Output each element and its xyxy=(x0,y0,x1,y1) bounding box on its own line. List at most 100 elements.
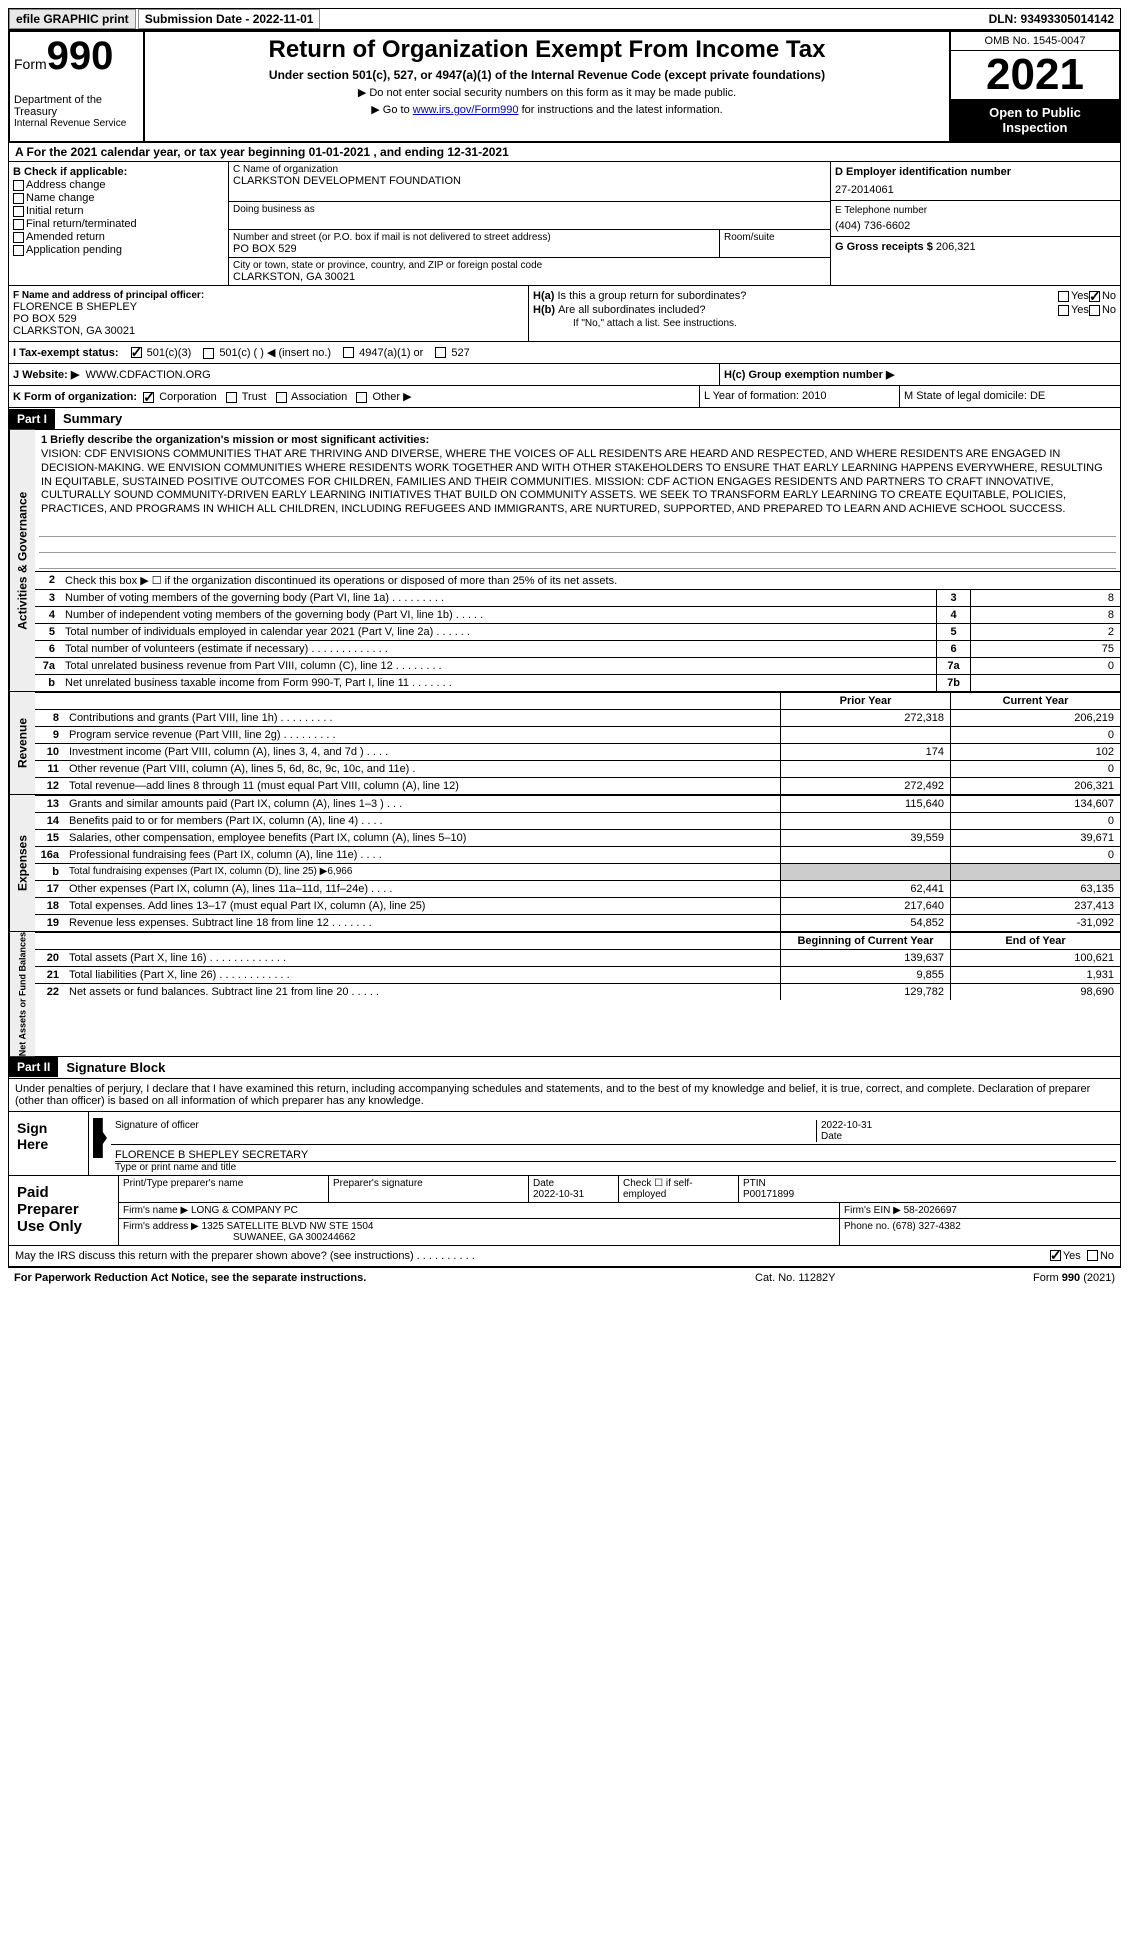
revenue-tab: Revenue xyxy=(9,692,35,794)
firm-addr2: SUWANEE, GA 300244662 xyxy=(233,1232,355,1243)
trust-label: Trust xyxy=(242,391,267,403)
501c-label: 501(c) ( ) ◀ (insert no.) xyxy=(219,347,331,359)
hc-label: H(c) Group exemption number ▶ xyxy=(724,369,894,381)
address-change-checkbox[interactable] xyxy=(13,180,24,191)
prep-date-value: 2022-10-31 xyxy=(533,1189,584,1200)
line15-desc: Salaries, other compensation, employee b… xyxy=(65,830,780,846)
ssn-note: ▶ Do not enter social security numbers o… xyxy=(153,86,941,99)
discuss-yes-checkbox[interactable] xyxy=(1050,1250,1061,1261)
paid-preparer-section: Paid Preparer Use Only Print/Type prepar… xyxy=(8,1176,1121,1246)
hb-yes-checkbox[interactable] xyxy=(1058,305,1069,316)
line3-desc: Number of voting members of the governin… xyxy=(61,590,936,606)
line8-py: 272,318 xyxy=(780,710,950,726)
line12-desc: Total revenue—add lines 8 through 11 (mu… xyxy=(65,778,780,794)
city-state-zip: CLARKSTON, GA 30021 xyxy=(233,271,826,283)
line14-cy: 0 xyxy=(950,813,1120,829)
tax-exempt-row: I Tax-exempt status: 501(c)(3) 501(c) ( … xyxy=(8,342,1121,364)
line21-py: 9,855 xyxy=(780,967,950,983)
4947-checkbox[interactable] xyxy=(343,347,354,358)
blank-line xyxy=(39,523,1116,537)
ha-label: H(a) xyxy=(533,290,554,302)
name-change-checkbox[interactable] xyxy=(13,193,24,204)
527-checkbox[interactable] xyxy=(435,347,446,358)
line5-desc: Total number of individuals employed in … xyxy=(61,624,936,640)
other-checkbox[interactable] xyxy=(356,392,367,403)
ptin-label: PTIN xyxy=(743,1178,766,1189)
hb-note: If "No," attach a list. See instructions… xyxy=(533,318,1116,329)
open1: Open to Public xyxy=(953,105,1117,120)
dba-label: Doing business as xyxy=(233,204,826,215)
initial-return-checkbox[interactable] xyxy=(13,206,24,217)
website-value: WWW.CDFACTION.ORG xyxy=(85,369,210,381)
line19-cy: -31,092 xyxy=(950,915,1120,931)
tax-exempt-label: I Tax-exempt status: xyxy=(13,347,119,359)
line11-desc: Other revenue (Part VIII, column (A), li… xyxy=(65,761,780,777)
discuss-no-checkbox[interactable] xyxy=(1087,1250,1098,1261)
mission-text: VISION: CDF ENVISIONS COMMUNITIES THAT A… xyxy=(41,448,1114,517)
line15-cy: 39,671 xyxy=(950,830,1120,846)
501c-checkbox[interactable] xyxy=(203,348,214,359)
application-pending-checkbox[interactable] xyxy=(13,245,24,256)
line16b-cy-shade xyxy=(950,864,1120,880)
website-row: J Website: ▶ WWW.CDFACTION.ORG H(c) Grou… xyxy=(8,364,1121,386)
line20-desc: Total assets (Part X, line 16) . . . . .… xyxy=(65,950,780,966)
net-assets-tab: Net Assets or Fund Balances xyxy=(9,932,35,1056)
firm-phone: (678) 327-4382 xyxy=(892,1221,960,1232)
current-year-header: Current Year xyxy=(950,693,1120,709)
trust-checkbox[interactable] xyxy=(226,392,237,403)
corp-label: Corporation xyxy=(159,391,216,403)
part2-title: Signature Block xyxy=(58,1057,173,1078)
preparer-name-label: Print/Type preparer's name xyxy=(119,1176,329,1202)
final-return-checkbox[interactable] xyxy=(13,219,24,230)
top-bar: efile GRAPHIC print Submission Date - 20… xyxy=(8,8,1121,30)
address-change-label: Address change xyxy=(26,179,106,191)
line8-cy: 206,219 xyxy=(950,710,1120,726)
line9-py xyxy=(780,727,950,743)
blank-line xyxy=(39,555,1116,569)
prior-year-header: Prior Year xyxy=(780,693,950,709)
ha-question: Is this a group return for subordinates? xyxy=(557,290,1058,302)
ha-yes-checkbox[interactable] xyxy=(1058,291,1069,302)
assoc-checkbox[interactable] xyxy=(276,392,287,403)
final-return-label: Final return/terminated xyxy=(26,218,137,230)
gross-receipts-value: 206,321 xyxy=(936,241,976,253)
line17-desc: Other expenses (Part IX, column (A), lin… xyxy=(65,881,780,897)
note2-post: for instructions and the latest informat… xyxy=(519,104,723,116)
firm-addr1: 1325 SATELLITE BLVD NW STE 1504 xyxy=(202,1221,374,1232)
line7a-val: 0 xyxy=(970,658,1120,674)
discuss-text: May the IRS discuss this return with the… xyxy=(15,1250,1050,1262)
street-address: PO BOX 529 xyxy=(233,243,715,255)
line22-cy: 98,690 xyxy=(950,984,1120,1000)
irs-label: Internal Revenue Service xyxy=(14,118,139,129)
gross-receipts-label: G Gross receipts $ xyxy=(835,241,933,253)
colb-header: B Check if applicable: xyxy=(13,166,224,178)
paperwork-notice: For Paperwork Reduction Act Notice, see … xyxy=(14,1272,755,1284)
line16b-py-shade xyxy=(780,864,950,880)
addr-label: Number and street (or P.O. box if mail i… xyxy=(233,232,715,243)
sign-date-label: Date xyxy=(821,1131,842,1142)
ha-no-checkbox[interactable] xyxy=(1089,291,1100,302)
sign-date: 2022-10-31 xyxy=(821,1120,872,1131)
501c3-label: 501(c)(3) xyxy=(147,347,192,359)
line6-val: 75 xyxy=(970,641,1120,657)
line11-py xyxy=(780,761,950,777)
officer-signed-name: FLORENCE B SHEPLEY SECRETARY xyxy=(115,1149,1116,1161)
corp-checkbox[interactable] xyxy=(143,392,154,403)
efile-print-button[interactable]: efile GRAPHIC print xyxy=(9,9,136,29)
line13-desc: Grants and similar amounts paid (Part IX… xyxy=(65,796,780,812)
city-label: City or town, state or province, country… xyxy=(233,260,826,271)
col-b-checkboxes: B Check if applicable: Address change Na… xyxy=(9,162,229,285)
amended-return-label: Amended return xyxy=(26,231,105,243)
line16b-desc: Total fundraising expenses (Part IX, col… xyxy=(65,864,780,880)
line12-cy: 206,321 xyxy=(950,778,1120,794)
amended-return-checkbox[interactable] xyxy=(13,232,24,243)
line7a-desc: Total unrelated business revenue from Pa… xyxy=(61,658,936,674)
irs-link[interactable]: www.irs.gov/Form990 xyxy=(413,104,519,116)
application-pending-label: Application pending xyxy=(26,244,122,256)
hb-no-checkbox[interactable] xyxy=(1089,305,1100,316)
room-suite-label: Room/suite xyxy=(720,230,830,257)
501c3-checkbox[interactable] xyxy=(131,347,142,358)
part2-label: Part II xyxy=(9,1057,58,1077)
form-label: Form xyxy=(14,56,47,72)
line7b-val xyxy=(970,675,1120,691)
